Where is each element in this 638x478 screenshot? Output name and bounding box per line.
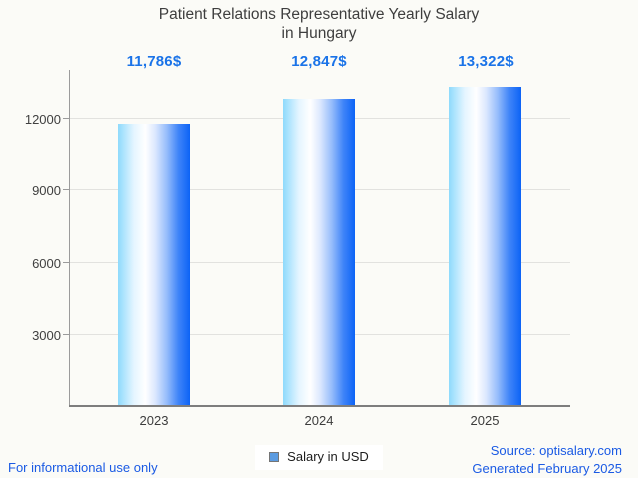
source-block: Source: optisalary.com Generated Februar… [472, 442, 622, 477]
bar-2023 [118, 124, 190, 407]
source-text: Source: optisalary.com [490, 443, 622, 458]
legend: Salary in USD [0, 445, 638, 470]
legend-swatch-icon [269, 451, 280, 462]
y-axis-line [69, 70, 70, 407]
value-label-2023: 11,786$ [126, 53, 182, 70]
bar-2025 [449, 87, 521, 407]
y-tick-label-3000: 3000 [32, 328, 61, 343]
chart-title: Patient Relations Representative Yearly … [0, 5, 638, 43]
y-tick-label-12000: 12000 [24, 112, 61, 127]
value-label-2025: 13,322$ [458, 53, 514, 70]
x-axis-line [69, 405, 570, 407]
y-tick-label-6000: 6000 [32, 256, 61, 271]
x-tick-label-2024: 2024 [304, 413, 334, 428]
chart-title-line2: in Hungary [281, 25, 357, 42]
disclaimer-text: For informational use only [8, 460, 158, 475]
generated-text: Generated February 2025 [472, 460, 622, 476]
y-tick-mark-9000 [63, 189, 69, 190]
chart-title-line1: Patient Relations Representative Yearly … [158, 6, 480, 23]
y-tick-mark-12000 [63, 118, 69, 119]
value-label-2024: 12,847$ [291, 53, 347, 70]
plot-area [63, 70, 570, 407]
y-tick-mark-3000 [63, 334, 69, 335]
bar-2024 [283, 99, 355, 407]
x-tick-label-2023: 2023 [139, 413, 169, 428]
legend-item-salary-in-usd: Salary in USD [255, 445, 383, 470]
y-tick-label-9000: 9000 [32, 183, 61, 198]
legend-label: Salary in USD [287, 449, 369, 464]
y-tick-mark-6000 [63, 262, 69, 263]
x-tick-label-2025: 2025 [470, 413, 500, 428]
